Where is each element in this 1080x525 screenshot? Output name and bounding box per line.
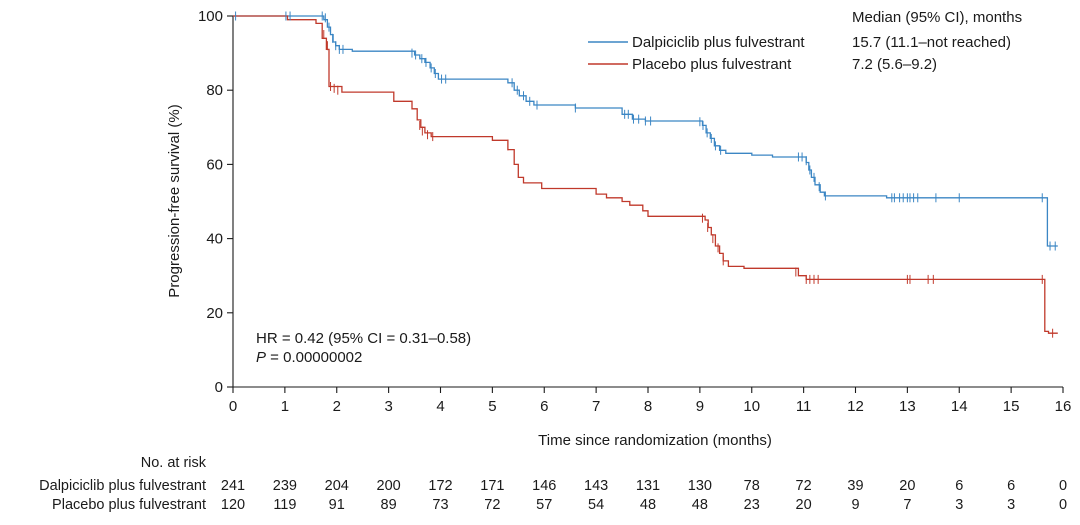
- risk-count-dalpiciclib: 78: [744, 478, 760, 494]
- risk-count-placebo: 20: [796, 497, 812, 513]
- x-axis-title: Time since randomization (months): [538, 432, 772, 449]
- legend: Median (95% CI), months Dalpiciclib plus…: [588, 9, 1022, 73]
- risk-count-placebo: 54: [588, 497, 604, 513]
- y-tick-label: 100: [198, 8, 223, 25]
- x-tick-label: 12: [847, 398, 864, 415]
- p-value-label: P = 0.00000002: [256, 349, 362, 366]
- risk-count-dalpiciclib: 200: [377, 478, 401, 494]
- risk-count-placebo: 23: [744, 497, 760, 513]
- y-tick-label: 40: [206, 231, 223, 248]
- risk-count-placebo: 0: [1059, 497, 1067, 513]
- y-tick-label: 20: [206, 305, 223, 322]
- risk-count-placebo: 73: [432, 497, 448, 513]
- risk-count-placebo: 89: [381, 497, 397, 513]
- risk-count-dalpiciclib: 204: [325, 478, 349, 494]
- risk-row-label-dalpiciclib: Dalpiciclib plus fulvestrant: [39, 478, 206, 494]
- x-tick-label: 15: [1003, 398, 1020, 415]
- risk-count-placebo: 3: [955, 497, 963, 513]
- risk-table: No. at risk Dalpiciclib plus fulvestrant…: [39, 455, 1067, 513]
- risk-count-dalpiciclib: 6: [955, 478, 963, 494]
- risk-count-placebo: 48: [640, 497, 656, 513]
- x-tick-label: 1: [281, 398, 289, 415]
- y-axis-title: Progression-free survival (%): [166, 104, 183, 297]
- x-tick-label: 13: [899, 398, 916, 415]
- risk-count-dalpiciclib: 241: [221, 478, 245, 494]
- x-tick-label: 2: [333, 398, 341, 415]
- risk-count-dalpiciclib: 130: [688, 478, 712, 494]
- x-tick-label: 7: [592, 398, 600, 415]
- legend-median-dalpiciclib: 15.7 (11.1–not reached): [852, 34, 1011, 51]
- risk-row-label-placebo: Placebo plus fulvestrant: [52, 497, 206, 513]
- x-tick-label: 3: [384, 398, 392, 415]
- risk-count-dalpiciclib: 172: [428, 478, 452, 494]
- x-tick-label: 5: [488, 398, 496, 415]
- legend-label-placebo: Placebo plus fulvestrant: [632, 56, 792, 73]
- risk-count-dalpiciclib: 39: [847, 478, 863, 494]
- x-tick-label: 14: [951, 398, 968, 415]
- x-tick-label: 11: [796, 398, 812, 415]
- survival-curves: [233, 15, 1058, 334]
- risk-count-placebo: 3: [1007, 497, 1015, 513]
- risk-count-dalpiciclib: 143: [584, 478, 608, 494]
- x-tick-label: 8: [644, 398, 652, 415]
- risk-count-placebo: 9: [851, 497, 859, 513]
- legend-median-placebo: 7.2 (5.6–9.2): [852, 56, 937, 73]
- x-tick-label: 9: [696, 398, 704, 415]
- risk-count-placebo: 120: [221, 497, 245, 513]
- risk-count-placebo: 48: [692, 497, 708, 513]
- y-tick-label: 80: [206, 82, 223, 99]
- risk-count-placebo: 57: [536, 497, 552, 513]
- risk-count-placebo: 91: [329, 497, 345, 513]
- risk-count-dalpiciclib: 20: [899, 478, 915, 494]
- legend-header: Median (95% CI), months: [852, 9, 1022, 26]
- risk-count-dalpiciclib: 72: [796, 478, 812, 494]
- risk-count-dalpiciclib: 171: [480, 478, 504, 494]
- risk-table-title: No. at risk: [141, 455, 207, 471]
- survival-curve-dalpiciclib: [233, 15, 1058, 247]
- survival-curve-placebo: [233, 15, 1058, 334]
- risk-count-placebo: 7: [903, 497, 911, 513]
- risk-count-dalpiciclib: 131: [636, 478, 660, 494]
- x-tick-label: 6: [540, 398, 548, 415]
- x-tick-label: 4: [436, 398, 444, 415]
- risk-count-placebo: 119: [273, 497, 296, 513]
- stats-annotation: HR = 0.42 (95% CI = 0.31–0.58) P = 0.000…: [256, 330, 471, 366]
- legend-label-dalpiciclib: Dalpiciclib plus fulvestrant: [632, 34, 805, 51]
- x-tick-label: 10: [743, 398, 760, 415]
- risk-count-dalpiciclib: 146: [532, 478, 556, 494]
- x-tick-label: 16: [1055, 398, 1072, 415]
- y-tick-label: 0: [215, 379, 223, 396]
- x-tick-label: 0: [229, 398, 237, 415]
- y-tick-label: 60: [206, 156, 223, 173]
- risk-count-dalpiciclib: 6: [1007, 478, 1015, 494]
- hazard-ratio-label: HR = 0.42 (95% CI = 0.31–0.58): [256, 330, 471, 347]
- censor-marks: [235, 11, 1056, 338]
- risk-count-placebo: 72: [484, 497, 500, 513]
- risk-count-dalpiciclib: 0: [1059, 478, 1067, 494]
- risk-count-dalpiciclib: 239: [273, 478, 297, 494]
